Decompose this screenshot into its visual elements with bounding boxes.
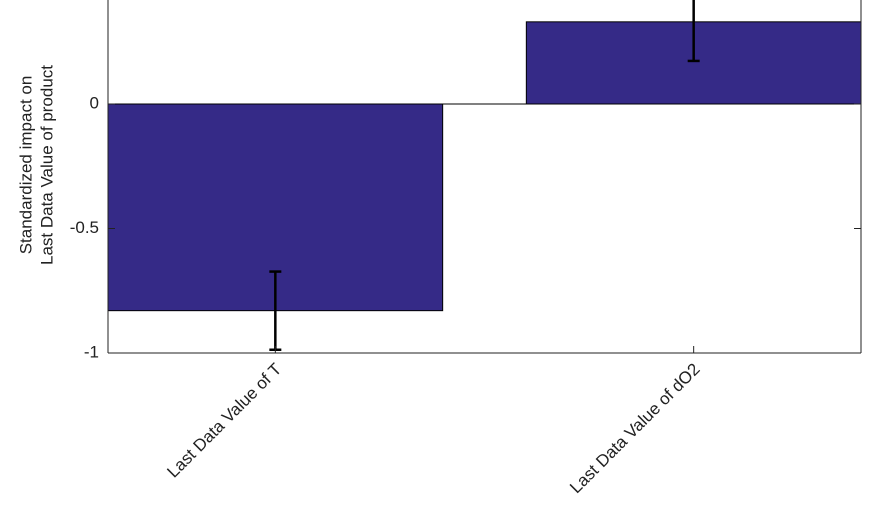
y-label-line: Standardized impact on: [16, 76, 35, 255]
y-axis-title: Standardized impact on Last Data Value o…: [16, 65, 56, 265]
y-tick-label: -1: [84, 342, 99, 361]
y-tick-label: -0.5: [70, 218, 99, 237]
error-bar: [687, 0, 700, 63]
x-tick-label: Last Data Value of dO2: [566, 360, 704, 498]
y-tick-label: 0: [90, 93, 99, 112]
y-label-line: Last Data Value of product: [37, 65, 56, 265]
x-tick-label: Last Data Value of T: [163, 360, 285, 482]
